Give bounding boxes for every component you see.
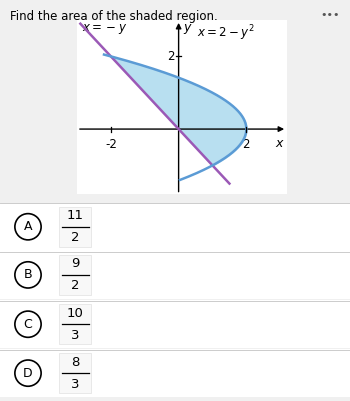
Text: 8: 8 [71, 356, 79, 369]
Text: 3: 3 [71, 329, 79, 342]
Text: A: A [24, 220, 32, 233]
Text: 2: 2 [243, 138, 250, 151]
Text: $x$: $x$ [275, 137, 285, 150]
Text: B: B [24, 268, 32, 282]
Text: Find the area of the shaded region.: Find the area of the shaded region. [10, 10, 218, 23]
Text: 3: 3 [71, 378, 79, 391]
Text: 2: 2 [71, 279, 79, 292]
Text: C: C [24, 318, 32, 331]
Text: 2: 2 [71, 231, 79, 244]
Text: 10: 10 [67, 307, 84, 320]
Text: $x = 2 - y^2$: $x = 2 - y^2$ [197, 23, 255, 43]
Text: $y$: $y$ [183, 22, 193, 36]
Text: •••: ••• [320, 10, 340, 20]
Text: D: D [23, 367, 33, 380]
FancyBboxPatch shape [60, 304, 91, 344]
Text: 9: 9 [71, 257, 79, 270]
Text: 2: 2 [167, 50, 175, 63]
FancyBboxPatch shape [60, 353, 91, 393]
FancyBboxPatch shape [60, 255, 91, 295]
Text: -2: -2 [105, 138, 117, 151]
FancyBboxPatch shape [60, 207, 91, 247]
Text: $x = -y$: $x = -y$ [82, 22, 127, 36]
Text: 11: 11 [67, 209, 84, 222]
